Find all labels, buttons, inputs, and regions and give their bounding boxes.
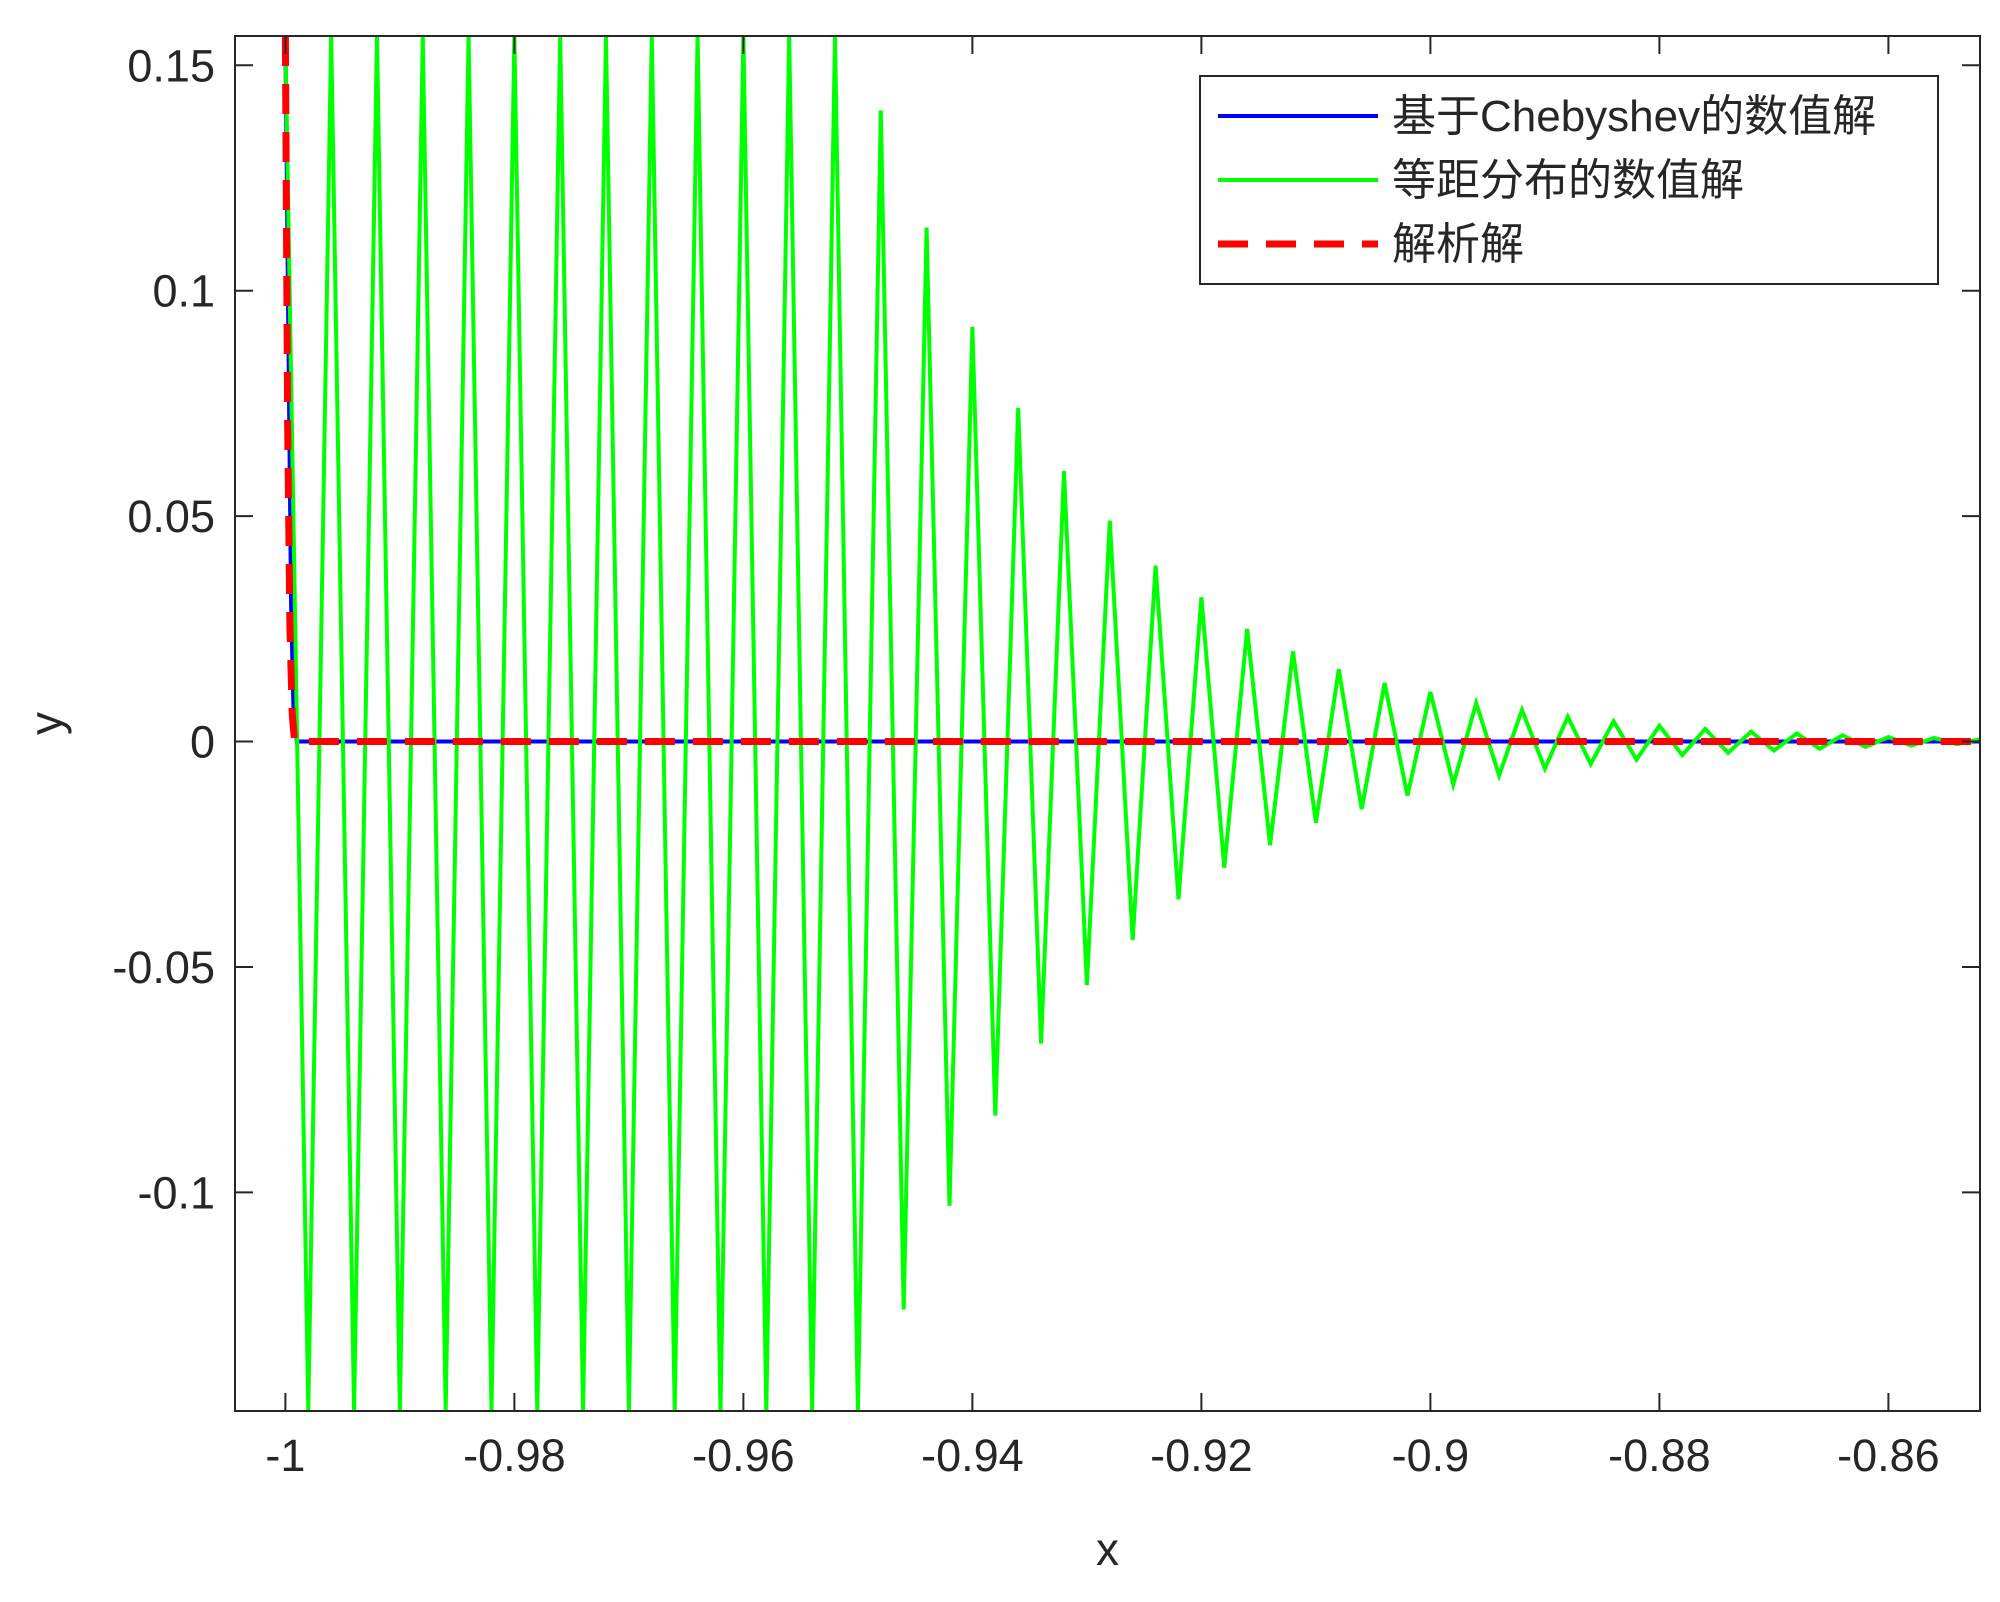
- legend-label-3: 解析解: [1392, 220, 1524, 269]
- series-line-2: [283, 36, 1980, 1411]
- y-tick-label: 0.05: [127, 491, 215, 542]
- x-tick-label: -0.94: [921, 1430, 1024, 1481]
- x-axis-label: x: [1096, 1523, 1119, 1575]
- y-axis-label: y: [20, 712, 72, 735]
- x-tick-label: -0.86: [1837, 1430, 1940, 1481]
- y-tick-label: 0: [190, 717, 215, 768]
- x-tick-label: -1: [265, 1430, 305, 1481]
- x-tick-label: -0.96: [692, 1430, 795, 1481]
- legend-label-2: 等距分布的数值解: [1392, 156, 1744, 205]
- series-line-3: [281, 36, 1980, 746]
- y-tick-label: 0.1: [152, 266, 215, 317]
- legend-label-1: 基于Chebyshev的数值解: [1392, 92, 1876, 141]
- series-layer: [281, 36, 1980, 1411]
- y-tick-label: 0.15: [127, 40, 215, 91]
- x-tick-label: -0.98: [463, 1430, 566, 1481]
- y-tick-label: -0.1: [137, 1167, 215, 1218]
- x-tick-label: -0.9: [1392, 1430, 1470, 1481]
- x-tick-label: -0.88: [1608, 1430, 1711, 1481]
- plot-frame: [234, 35, 1981, 1412]
- axes-layer: -1 -0.98 -0.96 -0.94 -0.92 -0.9 -0.88 -0.86 0.15…: [20, 35, 1981, 1575]
- x-tick-label: -0.92: [1150, 1430, 1253, 1481]
- y-tick-label: -0.05: [112, 942, 215, 993]
